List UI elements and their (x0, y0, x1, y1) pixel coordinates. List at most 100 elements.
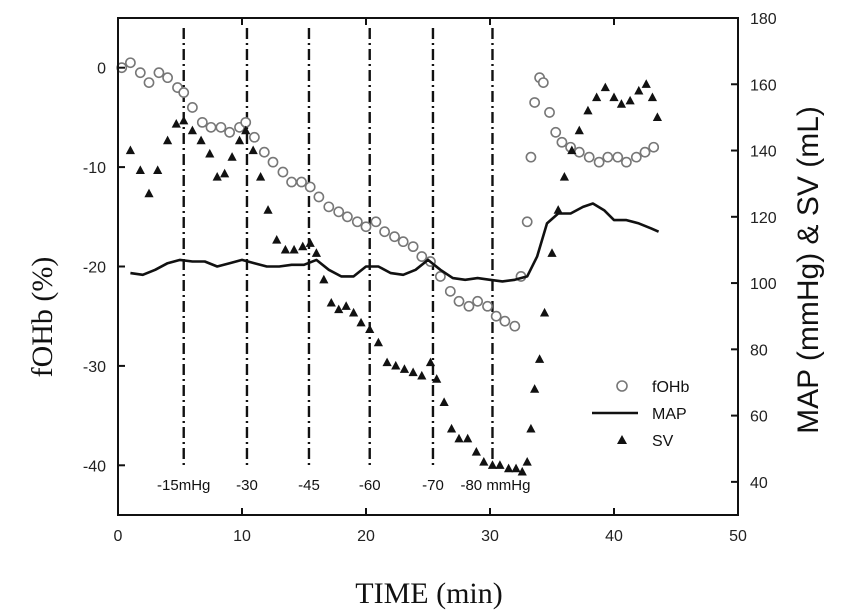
point-SV (399, 364, 410, 373)
point-SV (365, 324, 375, 334)
point-fOHb (583, 151, 595, 163)
point-fOHb (341, 211, 353, 223)
point-SV (373, 337, 383, 347)
point-SV (479, 456, 489, 466)
x-axis-label: TIME (min) (355, 577, 502, 610)
point-SV (446, 423, 457, 433)
point-SV (205, 148, 215, 158)
point-fOHb (379, 226, 390, 238)
legend-symbol-fOHb (616, 380, 628, 392)
point-fOHb (593, 156, 605, 168)
point-SV (574, 125, 584, 135)
point-SV (471, 447, 481, 456)
point-fOHb (240, 116, 252, 128)
point-fOHb (224, 126, 235, 138)
point-SV (179, 115, 189, 125)
point-fOHb (453, 295, 465, 307)
y-axis-right-label: MAP (mmHg) & SV (mL) (792, 106, 825, 434)
point-SV (517, 466, 527, 476)
y-left-tick-label: -10 (83, 160, 106, 177)
point-SV (153, 165, 163, 175)
point-SV (487, 460, 498, 469)
point-SV (125, 145, 135, 155)
y-right-tick-label: 160 (750, 77, 777, 94)
point-fOHb (333, 206, 345, 218)
legend: fOHb MAP SV (592, 379, 689, 450)
point-SV (463, 433, 473, 443)
point-fOHb (537, 77, 549, 89)
point-fOHb (162, 72, 173, 84)
point-fOHb (196, 116, 208, 128)
point-fOHb (509, 320, 521, 332)
point-SV (356, 317, 366, 327)
point-SV (634, 85, 644, 95)
phase-marker-label: -30 (236, 477, 258, 494)
point-fOHb (351, 216, 363, 228)
phase-marker-label: -80 mmHg (460, 477, 530, 494)
point-SV (326, 297, 336, 307)
x-tick-label: 50 (729, 528, 747, 545)
point-fOHb (490, 310, 502, 322)
point-SV (289, 244, 299, 254)
point-fOHb (521, 216, 533, 228)
point-fOHb (416, 251, 428, 262)
series-layer (116, 57, 662, 476)
point-SV (256, 172, 266, 181)
point-fOHb (621, 156, 632, 168)
point-SV (263, 205, 273, 214)
point-fOHb (602, 151, 614, 163)
point-SV (504, 463, 514, 473)
point-SV (526, 423, 536, 433)
point-SV (187, 125, 197, 135)
point-fOHb (258, 146, 270, 158)
y-left-tick-label: -30 (83, 359, 106, 376)
point-SV (609, 92, 619, 102)
point-SV (439, 397, 449, 406)
phase-marker-label: -60 (359, 477, 381, 494)
point-SV (234, 135, 245, 145)
point-SV (212, 172, 222, 181)
point-fOHb (296, 176, 307, 188)
point-SV (382, 357, 392, 367)
point-SV (280, 244, 290, 254)
y-right-tick-label: 80 (750, 342, 768, 359)
x-tick-label: 30 (481, 528, 499, 545)
point-SV (341, 301, 351, 310)
point-SV (298, 241, 308, 251)
point-SV (454, 433, 464, 443)
point-SV (319, 274, 329, 284)
point-SV (553, 205, 563, 214)
point-fOHb (472, 295, 483, 307)
point-SV (547, 248, 557, 257)
point-fOHb (134, 67, 146, 79)
point-SV (417, 370, 427, 380)
point-SV (311, 248, 321, 257)
point-fOHb (124, 57, 136, 69)
point-SV (425, 357, 436, 367)
y-left-tick-label: -40 (83, 458, 106, 475)
y-axis-left-label: fOHb (%) (26, 257, 59, 378)
point-SV (559, 172, 569, 181)
y-right-tick-label: 140 (750, 144, 777, 161)
point-SV (522, 456, 532, 466)
legend-symbol-SV (617, 435, 627, 444)
x-tick-label: 20 (357, 528, 375, 545)
point-SV (349, 307, 359, 317)
x-tick-label: 40 (605, 528, 623, 545)
point-fOHb (178, 87, 190, 98)
point-SV (530, 384, 540, 393)
point-fOHb (389, 231, 400, 243)
point-SV (583, 105, 593, 115)
point-SV (539, 307, 550, 317)
y-left-tick-label: -20 (83, 260, 106, 277)
x-tick-label: 10 (233, 528, 251, 545)
axes: 0 10 20 30 40 50 0 -10 -20 -30 -40 40 60 80 100 120 140 1… (83, 11, 777, 545)
point-SV (432, 374, 442, 383)
point-fOHb (556, 136, 568, 148)
point-fOHb (267, 156, 279, 168)
y-right-tick-label: 60 (750, 409, 768, 426)
point-fOHb (286, 176, 297, 188)
point-SV (391, 360, 401, 370)
point-fOHb (323, 201, 335, 213)
